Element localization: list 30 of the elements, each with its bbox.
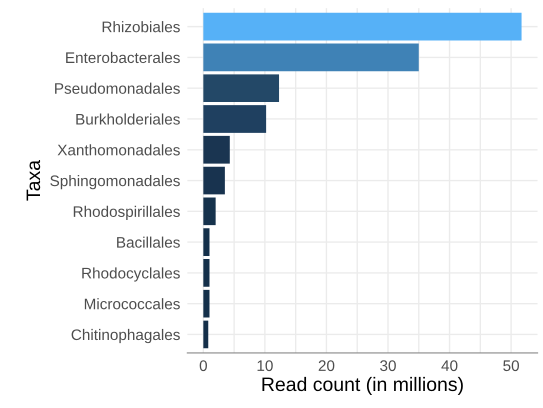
- bar: [203, 197, 216, 226]
- bar: [203, 74, 280, 102]
- bar: [203, 12, 522, 40]
- y-tick-label: Rhizobiales: [102, 21, 180, 32]
- y-tick-label: Rhodocyclales: [82, 267, 180, 282]
- y-tick-label: Bacillales: [117, 236, 180, 248]
- x-tick-label: 30: [380, 360, 396, 372]
- bar: [203, 136, 230, 164]
- y-tick-label: Pseudomonadales: [55, 82, 180, 94]
- y-tick-label: Chitinophagales: [72, 328, 180, 344]
- bar: [203, 44, 419, 72]
- bar: [203, 228, 210, 256]
- x-tick-label: 20: [318, 360, 334, 372]
- bar: [203, 166, 225, 194]
- x-tick-label: 40: [441, 360, 458, 372]
- bar: [203, 320, 208, 348]
- y-tick-label: Micrococcales: [84, 298, 180, 310]
- y-tick-label: Burkholderiales: [76, 113, 180, 125]
- x-tick-label: 0: [200, 360, 207, 372]
- y-axis-title: Taxa: [26, 160, 40, 201]
- x-tick-label: 10: [258, 360, 273, 372]
- y-tick-label: Xanthomonadales: [58, 144, 180, 156]
- bar: [203, 105, 266, 133]
- bar: [203, 259, 210, 287]
- y-tick-label: Enterobacterales: [66, 52, 180, 64]
- x-tick-label: 50: [503, 360, 519, 372]
- x-axis-title: Read count (in millions): [262, 376, 463, 395]
- y-tick-label: Rhodospirillales: [74, 206, 180, 220]
- y-tick-label: Sphingomonadales: [50, 175, 180, 190]
- bar: [203, 290, 210, 318]
